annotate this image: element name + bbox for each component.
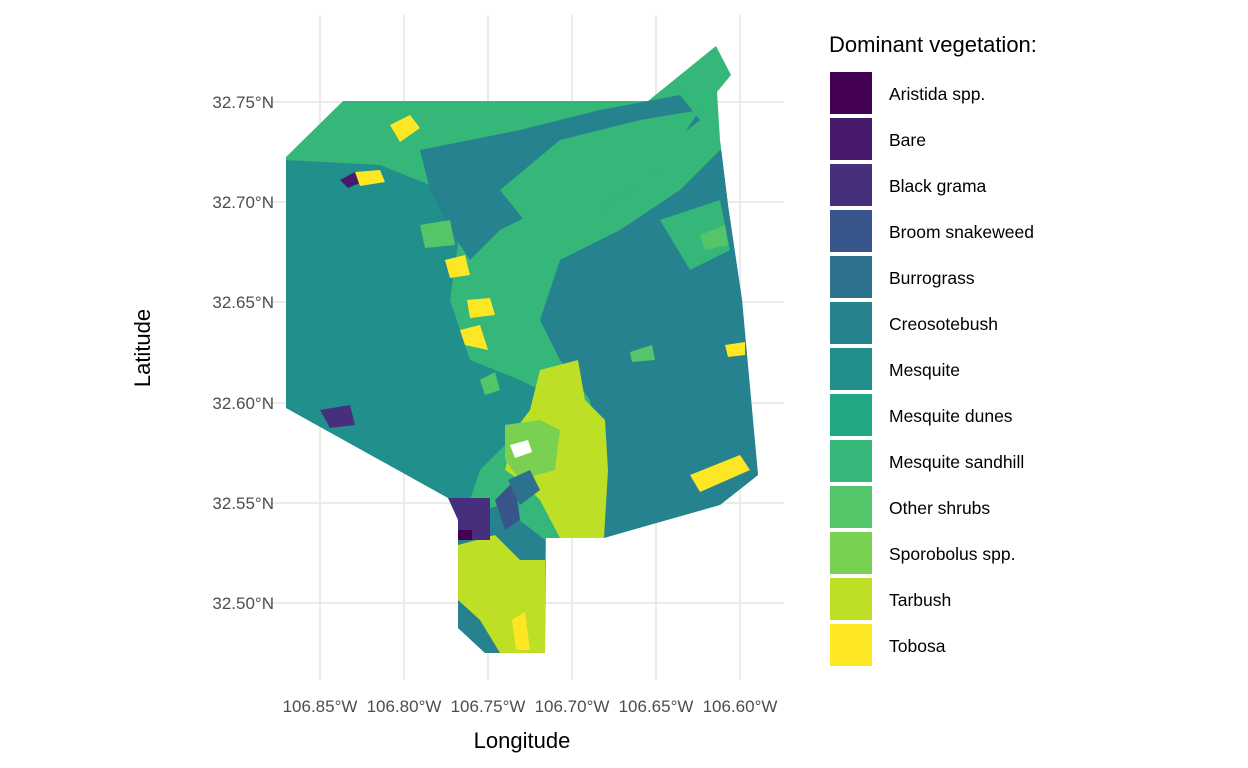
legend-swatch — [830, 348, 872, 390]
other-shrubs-patch-4 — [480, 372, 500, 395]
burrograss-patch — [508, 470, 540, 505]
legend-swatch — [830, 256, 872, 298]
legend-label: Tarbush — [889, 590, 951, 610]
sporobolus-zone — [505, 420, 560, 480]
legend-swatch — [830, 164, 872, 206]
y-tick-label: 32.75°N — [212, 93, 274, 112]
sandhill-patch-east — [660, 200, 730, 270]
legend-label: Black grama — [889, 176, 987, 196]
tobosa-patch-3 — [445, 255, 470, 278]
legend-label: Broom snakeweed — [889, 222, 1034, 242]
legend-label: Other shrubs — [889, 498, 990, 518]
legend-swatch — [830, 486, 872, 528]
sandhill-patch-north — [500, 110, 700, 240]
legend-label: Mesquite — [889, 360, 960, 380]
tobosa-patch-8 — [690, 455, 750, 492]
legend-label: Bare — [889, 130, 926, 150]
legend-swatch — [830, 578, 872, 620]
x-tick-label: 106.60°W — [703, 697, 778, 716]
x-tick-label: 106.80°W — [367, 697, 442, 716]
y-tick-label: 32.55°N — [212, 494, 274, 513]
legend-label: Creosotebush — [889, 314, 998, 334]
tobosa-patch-1 — [390, 115, 420, 142]
legend-swatch — [830, 394, 872, 436]
legend-swatch — [830, 302, 872, 344]
legend-swatch — [830, 118, 872, 160]
legend-title: Dominant vegetation: — [829, 32, 1037, 57]
legend-swatch — [830, 624, 872, 666]
legend-label: Mesquite sandhill — [889, 452, 1024, 472]
legend-items: Aristida spp. Bare Black grama Broom snakew… — [830, 72, 1034, 666]
y-axis: 32.75°N 32.70°N 32.65°N 32.60°N 32.55°N … — [212, 93, 274, 613]
legend-label: Tobosa — [889, 636, 946, 656]
x-tick-label: 106.85°W — [283, 697, 358, 716]
legend-swatch — [830, 532, 872, 574]
broom-snakeweed-patch — [495, 480, 520, 530]
legend-swatch — [830, 210, 872, 252]
y-tick-label: 32.50°N — [212, 594, 274, 613]
tobosa-patch-5 — [460, 325, 488, 350]
legend: Dominant vegetation: Aristida spp. Bare Bl… — [829, 32, 1037, 666]
y-tick-label: 32.70°N — [212, 193, 274, 212]
black-grama-patch-2 — [320, 405, 355, 428]
other-shrubs-patch-3 — [700, 225, 728, 250]
legend-label: Burrograss — [889, 268, 975, 288]
other-shrubs-patch-1 — [420, 220, 455, 248]
y-tick-label: 32.60°N — [212, 394, 274, 413]
x-tick-label: 106.65°W — [619, 697, 694, 716]
no-data-gap — [510, 440, 532, 458]
x-tick-label: 106.70°W — [535, 697, 610, 716]
other-shrubs-patch-2 — [630, 345, 655, 362]
y-tick-label: 32.65°N — [212, 293, 274, 312]
legend-label: Aristida spp. — [889, 84, 985, 104]
x-tick-label: 106.75°W — [451, 697, 526, 716]
map-region — [286, 46, 758, 653]
tobosa-patch-2 — [355, 170, 385, 186]
legend-swatch — [830, 440, 872, 482]
legend-label: Mesquite dunes — [889, 406, 1013, 426]
tobosa-patch-6 — [725, 342, 745, 357]
y-axis-title: Latitude — [130, 309, 155, 387]
x-axis-title: Longitude — [474, 728, 571, 753]
tobosa-patch-7 — [512, 612, 530, 650]
x-axis: 106.85°W 106.80°W 106.75°W 106.70°W 106.… — [283, 697, 778, 716]
legend-swatch — [830, 72, 872, 114]
mesquite-zone — [286, 160, 560, 500]
black-grama-patch-1 — [448, 498, 490, 540]
tobosa-patch-4 — [467, 298, 495, 318]
aristida-patch — [458, 530, 472, 540]
legend-label: Sporobolus spp. — [889, 544, 1015, 564]
